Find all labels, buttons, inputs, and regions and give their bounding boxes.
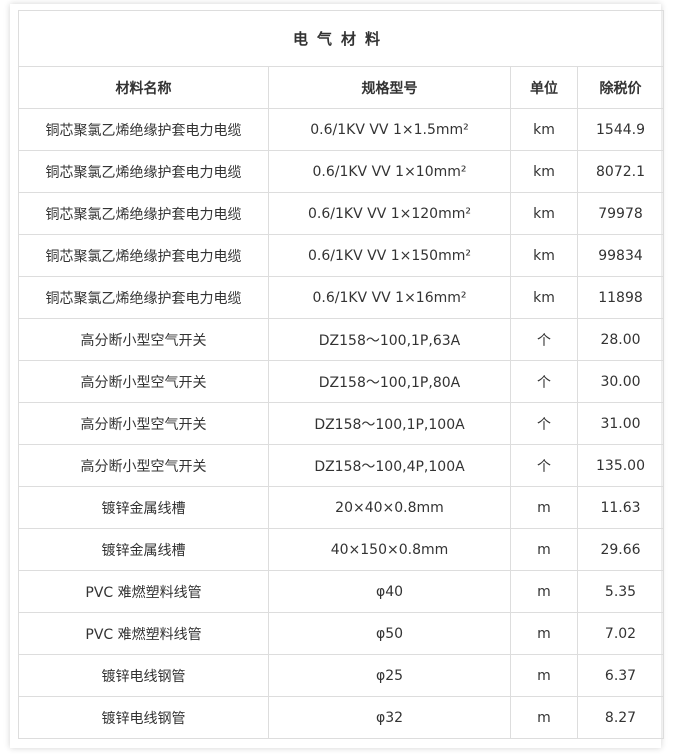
table-row: 铜芯聚氯乙烯绝缘护套电力电缆 0.6/1KV VV 1×120mm² km 79978 — [18, 192, 665, 235]
table-cell: km — [510, 150, 578, 193]
table-cell: 29.66 — [576, 528, 665, 571]
table-cell: m — [510, 486, 578, 529]
table-cell: 135.00 — [576, 444, 665, 487]
table-cell: φ32 — [268, 696, 511, 739]
table-cell: 0.6/1KV VV 1×150mm² — [268, 234, 511, 277]
table-cell: km — [510, 192, 578, 235]
header-cell: 材料名称 — [18, 66, 269, 109]
table-cell: 镀锌电线钢管 — [18, 654, 269, 697]
table-cell: 8072.1 — [576, 150, 665, 193]
header-cell: 规格型号 — [268, 66, 511, 109]
table-row: 铜芯聚氯乙烯绝缘护套电力电缆 0.6/1KV VV 1×1.5mm² km 1544.… — [18, 108, 665, 151]
table-cell: 镀锌金属线槽 — [18, 486, 269, 529]
table-body: 铜芯聚氯乙烯绝缘护套电力电缆 0.6/1KV VV 1×1.5mm² km 1544.… — [18, 108, 665, 739]
table-row: 高分断小型空气开关 DZ158～100,1P,80A 个 30.00 — [18, 360, 665, 403]
header-cell: 单位 — [510, 66, 578, 109]
table-title: 电气材料 — [17, 10, 665, 67]
table-row: 镀锌电线钢管 φ25 m 6.37 — [18, 654, 665, 697]
table-cell: φ50 — [268, 612, 511, 655]
table-row: PVC 难燃塑料线管 φ50 m 7.02 — [18, 612, 665, 655]
table-cell: 0.6/1KV VV 1×10mm² — [268, 150, 511, 193]
table-cell: 镀锌金属线槽 — [18, 528, 269, 571]
table-cell: 99834 — [576, 234, 665, 277]
table-cell: DZ158～100,1P,80A — [268, 360, 511, 403]
table-row: 高分断小型空气开关 DZ158～100,1P,100A 个 31.00 — [18, 402, 665, 445]
table-cell: km — [510, 276, 578, 319]
table-cell: 8.27 — [576, 696, 665, 739]
table-cell: m — [510, 570, 578, 613]
table-cell: 个 — [510, 402, 578, 445]
table-cell: 30.00 — [576, 360, 665, 403]
table-cell: φ40 — [268, 570, 511, 613]
table-head: 电气材料 材料名称 规格型号 单位 除税价 — [17, 10, 665, 109]
table-cell: m — [510, 696, 578, 739]
table-cell: 高分断小型空气开关 — [18, 444, 269, 487]
table-row: 铜芯聚氯乙烯绝缘护套电力电缆 0.6/1KV VV 1×150mm² km 99834 — [18, 234, 665, 277]
table-cell: m — [510, 528, 578, 571]
title-row: 电气材料 — [17, 10, 665, 67]
table-cell: 31.00 — [576, 402, 665, 445]
table-cell: 6.37 — [576, 654, 665, 697]
table-cell: 5.35 — [576, 570, 665, 613]
table-cell: 高分断小型空气开关 — [18, 360, 269, 403]
table-cell: 铜芯聚氯乙烯绝缘护套电力电缆 — [18, 108, 269, 151]
table-cell: 铜芯聚氯乙烯绝缘护套电力电缆 — [18, 234, 269, 277]
table-row: 镀锌金属线槽 40×150×0.8mm m 29.66 — [18, 528, 665, 571]
table-cell: 铜芯聚氯乙烯绝缘护套电力电缆 — [18, 150, 269, 193]
table-cell: 7.02 — [576, 612, 665, 655]
table-cell: 11.63 — [576, 486, 665, 529]
table-cell: 0.6/1KV VV 1×120mm² — [268, 192, 511, 235]
table-row: 高分断小型空气开关 DZ158～100,1P,63A 个 28.00 — [18, 318, 665, 361]
table-row: 镀锌金属线槽 20×40×0.8mm m 11.63 — [18, 486, 665, 529]
table-row: 镀锌电线钢管 φ32 m 8.27 — [18, 696, 665, 739]
table-cell: km — [510, 108, 578, 151]
table-cell: 20×40×0.8mm — [268, 486, 511, 529]
table-cell: PVC 难燃塑料线管 — [18, 570, 269, 613]
table-cell: 40×150×0.8mm — [268, 528, 511, 571]
table-cell: 79978 — [576, 192, 665, 235]
table-cell: DZ158～100,1P,63A — [268, 318, 511, 361]
table-cell: m — [510, 654, 578, 697]
table-cell: 28.00 — [576, 318, 665, 361]
header-row: 材料名称 规格型号 单位 除税价 — [18, 66, 665, 109]
table-cell: km — [510, 234, 578, 277]
table-row: PVC 难燃塑料线管 φ40 m 5.35 — [18, 570, 665, 613]
table-cell: DZ158～100,4P,100A — [268, 444, 511, 487]
table-cell: DZ158～100,1P,100A — [268, 402, 511, 445]
table-cell: 高分断小型空气开关 — [18, 402, 269, 445]
header-cell: 除税价 — [576, 66, 665, 109]
table-cell: 0.6/1KV VV 1×1.5mm² — [268, 108, 511, 151]
table-cell: 个 — [510, 318, 578, 361]
table-cell: 高分断小型空气开关 — [18, 318, 269, 361]
table-cell: φ25 — [268, 654, 511, 697]
price-table: 电气材料 材料名称 规格型号 单位 除税价 铜芯聚氯乙烯绝缘护套电力电缆 0.6/1KV… — [17, 10, 665, 739]
table-cell: 个 — [510, 444, 578, 487]
table-cell: 1544.9 — [576, 108, 665, 151]
table-cell: 0.6/1KV VV 1×16mm² — [268, 276, 511, 319]
table-cell: m — [510, 612, 578, 655]
table-row: 铜芯聚氯乙烯绝缘护套电力电缆 0.6/1KV VV 1×10mm² km 8072.1 — [18, 150, 665, 193]
table-cell: 镀锌电线钢管 — [18, 696, 269, 739]
table-cell: 铜芯聚氯乙烯绝缘护套电力电缆 — [18, 192, 269, 235]
table-cell: 铜芯聚氯乙烯绝缘护套电力电缆 — [18, 276, 269, 319]
table-row: 铜芯聚氯乙烯绝缘护套电力电缆 0.6/1KV VV 1×16mm² km 11898 — [18, 276, 665, 319]
table-row: 高分断小型空气开关 DZ158～100,4P,100A 个 135.00 — [18, 444, 665, 487]
table-cell: 11898 — [576, 276, 665, 319]
table-cell: PVC 难燃塑料线管 — [18, 612, 269, 655]
table-cell: 个 — [510, 360, 578, 403]
